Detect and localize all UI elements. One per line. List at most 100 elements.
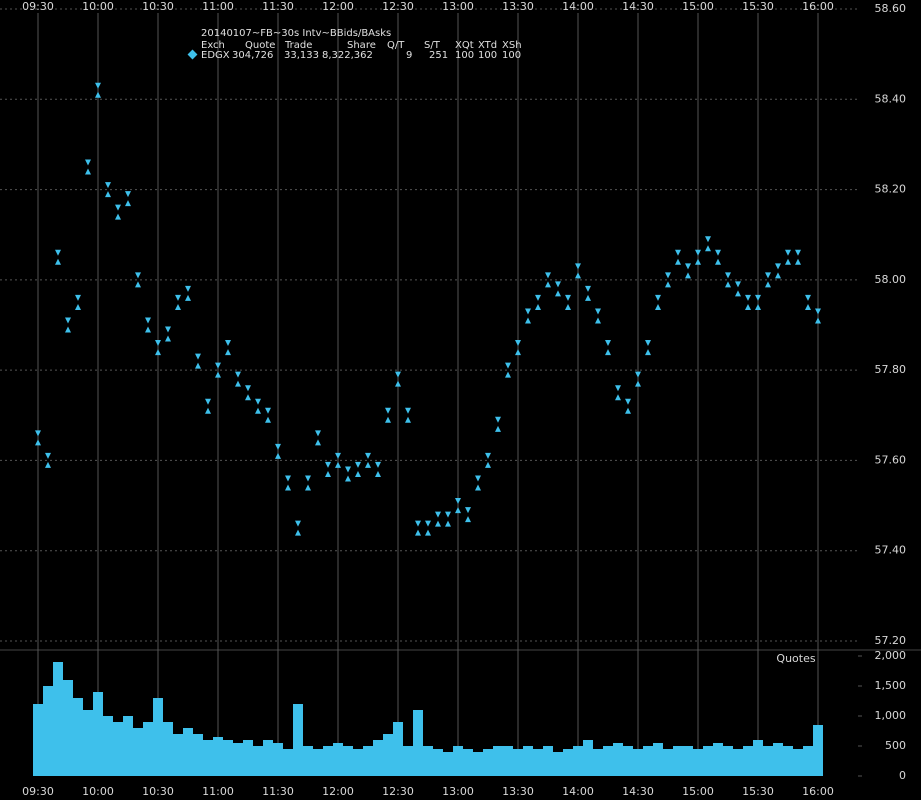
bar (243, 740, 253, 776)
y-tick-label: 58.00 (875, 273, 907, 286)
bid-marker (625, 407, 631, 414)
y-tick-label: 57.60 (875, 453, 907, 466)
y-tick-label: 500 (885, 739, 906, 752)
bid-marker (85, 168, 91, 175)
bid-marker (425, 529, 431, 536)
bid-marker (785, 258, 791, 265)
ask-marker (685, 263, 691, 270)
bid-marker (235, 380, 241, 387)
bid-marker (735, 290, 741, 297)
x-tick-label: 11:30 (262, 0, 294, 13)
legend-stat: 304,726 (232, 50, 273, 61)
bid-marker (175, 303, 181, 310)
bid-marker (205, 407, 211, 414)
ask-marker (595, 308, 601, 315)
x-tick-label: 15:00 (682, 0, 714, 13)
ask-marker (435, 511, 441, 518)
legend-stat: 100 (455, 50, 474, 61)
ask-marker (785, 249, 791, 256)
bar (793, 749, 803, 776)
bid-marker (355, 470, 361, 477)
x-tick-label: 16:00 (802, 0, 834, 13)
bar (393, 722, 403, 776)
bar (143, 722, 153, 776)
bar (553, 752, 563, 776)
legend-header: Exch (201, 40, 225, 51)
bar (403, 746, 413, 776)
marks (33, 82, 823, 776)
x-tick-label: 10:00 (82, 0, 114, 13)
x-tick-label: 14:00 (562, 785, 594, 798)
bid-marker (725, 281, 731, 288)
x-tick-label: 15:00 (682, 785, 714, 798)
bar (493, 746, 503, 776)
ask-marker (65, 317, 71, 324)
bid-marker (675, 258, 681, 265)
bar (583, 740, 593, 776)
ask-marker (795, 249, 801, 256)
bar (63, 680, 73, 776)
x-tick-label: 13:00 (442, 785, 474, 798)
bid-marker (55, 258, 61, 265)
ask-marker (295, 520, 301, 527)
bar (163, 722, 173, 776)
ask-marker (345, 466, 351, 473)
ask-marker (175, 294, 181, 301)
bar (593, 749, 603, 776)
ask-marker (325, 461, 331, 468)
legend-header: XSh (502, 40, 522, 51)
legend-marker (187, 49, 198, 60)
bar (123, 716, 133, 776)
legend-header: XTd (478, 40, 497, 51)
bar (503, 746, 513, 776)
ask-marker (385, 407, 391, 414)
ask-marker (465, 507, 471, 514)
ask-marker (355, 461, 361, 468)
ask-marker (225, 340, 231, 347)
ask-marker (485, 452, 491, 459)
bar (33, 704, 43, 776)
x-tick-label: 13:30 (502, 785, 534, 798)
x-tick-label: 13:30 (502, 0, 534, 13)
y-tick-label: 58.60 (875, 2, 907, 15)
ask-marker (285, 475, 291, 482)
ask-marker (765, 272, 771, 279)
ask-marker (275, 443, 281, 450)
ask-marker (405, 407, 411, 414)
bar (723, 746, 733, 776)
bid-marker (105, 191, 111, 198)
legend-header: Q/T (387, 40, 405, 51)
bar (93, 692, 103, 776)
bar (333, 743, 343, 776)
bid-marker (755, 303, 761, 310)
bid-marker (345, 475, 351, 482)
x-tick-label: 10:30 (142, 785, 174, 798)
ask-marker (105, 182, 111, 189)
legend-stat: 100 (502, 50, 521, 61)
bar (423, 746, 433, 776)
bar (343, 746, 353, 776)
bid-marker (575, 272, 581, 279)
ask-marker (615, 385, 621, 392)
y-tick-label: 0 (899, 769, 906, 782)
bar (683, 746, 693, 776)
bid-marker (405, 416, 411, 423)
x-tick-label: 11:00 (202, 0, 234, 13)
ask-marker (475, 475, 481, 482)
bid-marker (805, 303, 811, 310)
ask-marker (415, 520, 421, 527)
bar (483, 749, 493, 776)
x-tick-label: 10:00 (82, 785, 114, 798)
ask-marker (215, 362, 221, 369)
bid-marker (125, 200, 131, 207)
ask-marker (115, 204, 121, 211)
ask-marker (565, 294, 571, 301)
bar (213, 737, 223, 776)
bid-marker (455, 507, 461, 514)
bar (263, 740, 273, 776)
bid-marker (555, 290, 561, 297)
bid-marker (115, 213, 121, 220)
ask-marker (255, 398, 261, 405)
bar (183, 728, 193, 776)
